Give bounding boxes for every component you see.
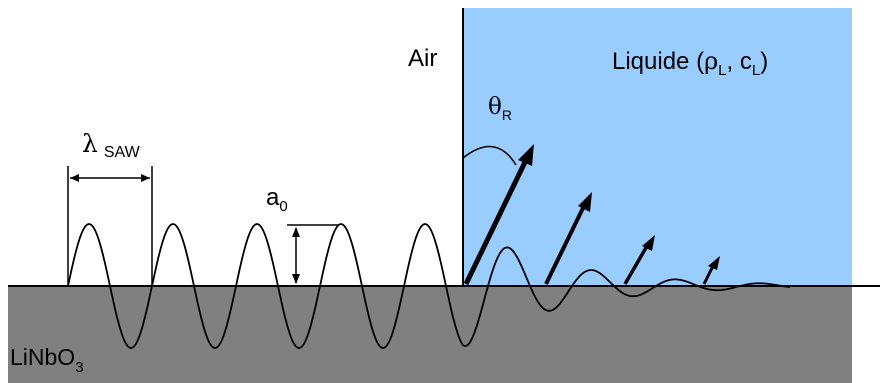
radiation-arrow-1 (463, 156, 530, 286)
substrate-label: LiNbO3 (10, 344, 84, 376)
radiation-arrow-3 (623, 245, 649, 285)
substrate-region (8, 286, 852, 383)
amplitude-label: a0 (266, 184, 288, 215)
radiation-arrows (463, 144, 720, 286)
radiation-arrow-2 (544, 205, 586, 285)
wavelength-label: λ SAW (82, 129, 141, 161)
angle-label: θR (488, 94, 512, 123)
amplitude-marker (287, 224, 338, 284)
wavelength-marker (67, 166, 153, 286)
liquid-region (463, 8, 852, 286)
saw-wave (67, 223, 791, 349)
angle-arc (462, 145, 517, 166)
air-label: Air (408, 45, 437, 72)
liquid-label: Liquide (ρL, cL) (612, 47, 768, 79)
radiation-arrow-4 (702, 265, 715, 285)
